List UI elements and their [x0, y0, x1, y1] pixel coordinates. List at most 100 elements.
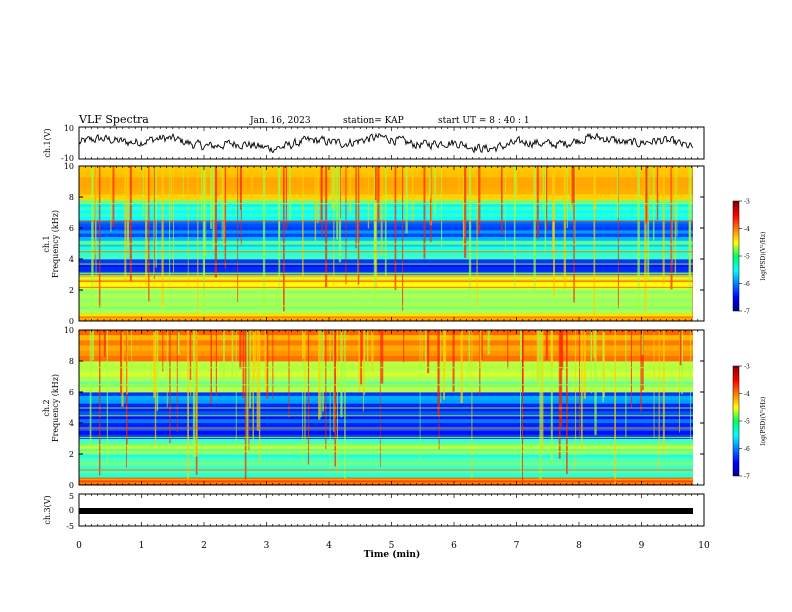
ch1-waveform-line [78, 132, 694, 154]
spectrogram-burst [318, 330, 321, 420]
spectrogram-burst [239, 330, 242, 369]
spectrogram-line [79, 480, 693, 482]
spectrogram-burst [541, 330, 544, 450]
spectrogram-burst [253, 330, 255, 383]
spectrogram-burst [546, 166, 548, 231]
spectrogram-line [79, 263, 693, 265]
spectrogram-burst [321, 166, 323, 238]
spectrogram-burst [452, 330, 455, 392]
spectrogram-band [79, 355, 704, 362]
spectrogram-burst [468, 166, 472, 300]
spectrogram-burst [427, 330, 430, 374]
spectrogram-band [79, 171, 704, 178]
spectrogram-burst [120, 330, 122, 395]
spectrogram-burst [106, 330, 108, 461]
ch2-spectrogram-ytick-label: 4 [69, 419, 74, 428]
spectrogram-band [79, 261, 704, 265]
spectrogram-burst [278, 166, 281, 310]
spectrogram-band [79, 451, 704, 455]
spectrogram-band [79, 419, 704, 424]
spectrogram-burst [251, 166, 253, 190]
spectrogram-burst [443, 330, 445, 400]
ch2-colorbar-tick-label: -6 [744, 446, 750, 453]
x-tick-label: 1 [139, 541, 145, 551]
ch2-spectrogram-ytick-label: 2 [69, 450, 74, 459]
spectrogram-band [79, 478, 704, 481]
spectrogram-burst [359, 330, 363, 386]
spectrogram-burst [205, 166, 207, 256]
ch2-colorbar: -3 -4 -5 -6 -7 log(PSD)(V²/Hz) [732, 364, 767, 481]
spectrogram-burst [507, 330, 509, 369]
spectrogram-burst [197, 166, 199, 315]
spectrogram-burst [256, 330, 259, 431]
spectrogram-burst [320, 330, 322, 418]
spectrogram-burst [553, 166, 555, 297]
spectrogram-burst [156, 330, 159, 411]
spectrogram-burst [333, 166, 335, 286]
spectrogram-band [79, 297, 704, 303]
spectrogram-burst [289, 166, 291, 221]
spectrogram-burst [237, 166, 239, 302]
spectrogram-burst [458, 166, 460, 192]
spectrogram-burst [148, 166, 150, 302]
spectrogram-burst [671, 166, 673, 263]
spectrogram-burst [640, 330, 642, 412]
spectrogram-burst [126, 330, 127, 468]
spectrogram-band [79, 407, 704, 412]
spectrogram-burst [189, 330, 192, 380]
spectrogram-band [79, 399, 704, 405]
spectrogram-burst [182, 166, 184, 201]
spectrogram-burst [443, 330, 447, 363]
spectrogram-burst [645, 166, 648, 224]
spectrogram-band [79, 415, 704, 420]
spectrogram-burst [131, 330, 133, 393]
spectrogram-burst [231, 330, 234, 383]
spectrogram-burst [513, 166, 516, 290]
spectrogram-burst [333, 330, 335, 433]
spectrogram-burst [590, 330, 592, 360]
spectrogram-burst [674, 166, 677, 274]
spectrogram-burst [379, 330, 381, 467]
spectrogram-burst [374, 166, 377, 201]
ch1-colorbar-tick-label: -5 [744, 254, 750, 261]
ch1-spectrogram-ytick-label: 4 [69, 255, 74, 264]
spectrogram-burst [192, 330, 196, 458]
spectrogram-burst [283, 166, 285, 312]
time-axis: 0 1 2 3 4 5 6 7 8 9 10 [76, 127, 710, 551]
spectrogram-line [79, 272, 693, 274]
spectrogram-burst [345, 166, 347, 285]
spectrogram-burst [244, 330, 247, 479]
ch1-spectrogram-image [79, 166, 704, 322]
spectrogram-burst [288, 330, 290, 419]
spectrogram-burst [195, 330, 198, 457]
spectrogram-burst [240, 166, 242, 246]
ch1-colorbar-ticks: -3 -4 -5 -6 -7 [739, 199, 750, 316]
x-tick-label: 7 [514, 541, 520, 551]
spectrogram-burst [545, 330, 548, 361]
spectrogram-burst [142, 166, 144, 218]
ch2-colorbar-tick-label: -7 [744, 474, 750, 481]
x-tick-label: 5 [389, 541, 395, 551]
spectrogram-burst [340, 166, 341, 219]
spectrogram-band [79, 434, 704, 439]
spectrogram-burst [367, 330, 369, 373]
spectrogram-burst [656, 166, 659, 221]
spectrogram-burst [173, 166, 174, 273]
spectrogram-band [79, 345, 704, 352]
spectrogram-band [79, 446, 704, 450]
spectrogram-burst [357, 166, 360, 285]
spectrogram-burst [579, 330, 580, 437]
spectrogram-band [79, 461, 704, 467]
spectrogram-line [79, 427, 693, 429]
ch3-ytick-bottom: -5 [66, 522, 74, 531]
spectrogram-burst [441, 166, 443, 247]
ch2-colorbar-ticks: -3 -4 -5 -6 -7 [739, 364, 750, 481]
ch1-waveform-ylabel: ch.1(V) [43, 128, 52, 157]
spectrogram-band [79, 277, 704, 281]
spectrogram-burst [338, 166, 342, 263]
spectrogram-burst [433, 166, 436, 213]
spectrogram-burst [239, 166, 242, 210]
spectrogram-burst [258, 330, 261, 463]
ch3-ytick-top: 5 [69, 492, 74, 501]
ch1-spectrogram-ytick-label: 10 [64, 162, 74, 171]
